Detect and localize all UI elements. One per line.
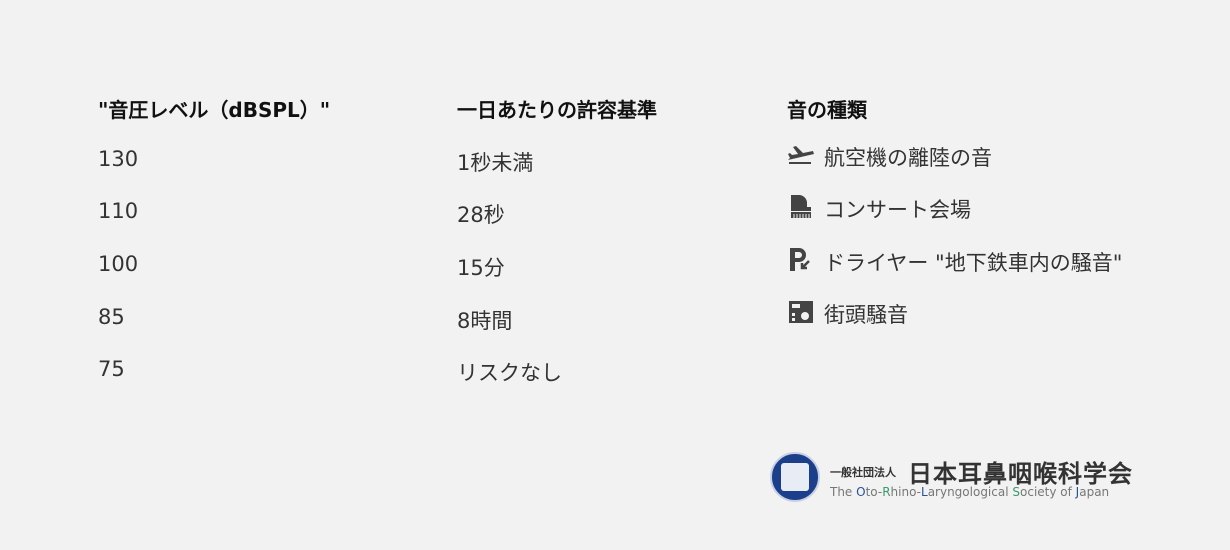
limit-cell: 15分 [457,256,505,280]
limit-cell: 1秒未満 [457,151,534,175]
logo-name-jp: 日本耳鼻咽喉科学会 [908,460,1133,488]
piano-icon [787,193,815,219]
level-cell: 85 [98,305,125,329]
sound-type-label: コンサート会場 [824,198,971,222]
logo-name-en: The Oto-Rhino-Laryngological Society of … [830,485,1110,499]
header-sound-type: 音の種類 [787,98,867,122]
street-traffic-icon [787,299,815,325]
header-sound-level: "音圧レベル（dBSPL）" [98,98,331,122]
sound-type-label: 航空機の離陸の音 [824,146,992,170]
limit-cell: リスクなし [457,361,562,385]
limit-cell: 8時間 [457,309,513,333]
logo-org-type: 一般社団法人 [830,466,896,479]
level-cell: 130 [98,147,139,171]
hair-dryer-icon [787,246,815,272]
header-daily-limit: 一日あたりの許容基準 [457,98,657,122]
level-cell: 110 [98,199,139,223]
limit-cell: 28秒 [457,203,505,227]
sound-type-label: ドライヤー "地下鉄車内の騒音" [824,251,1123,275]
airplane-takeoff-icon [787,142,815,168]
society-logo: 一般社団法人 日本耳鼻咽喉科学会 The Oto-Rhino-Laryngolo… [770,452,1150,507]
sound-type-label: 街頭騒音 [824,303,908,327]
society-emblem [770,452,820,502]
level-cell: 100 [98,252,139,276]
level-cell: 75 [98,357,125,381]
